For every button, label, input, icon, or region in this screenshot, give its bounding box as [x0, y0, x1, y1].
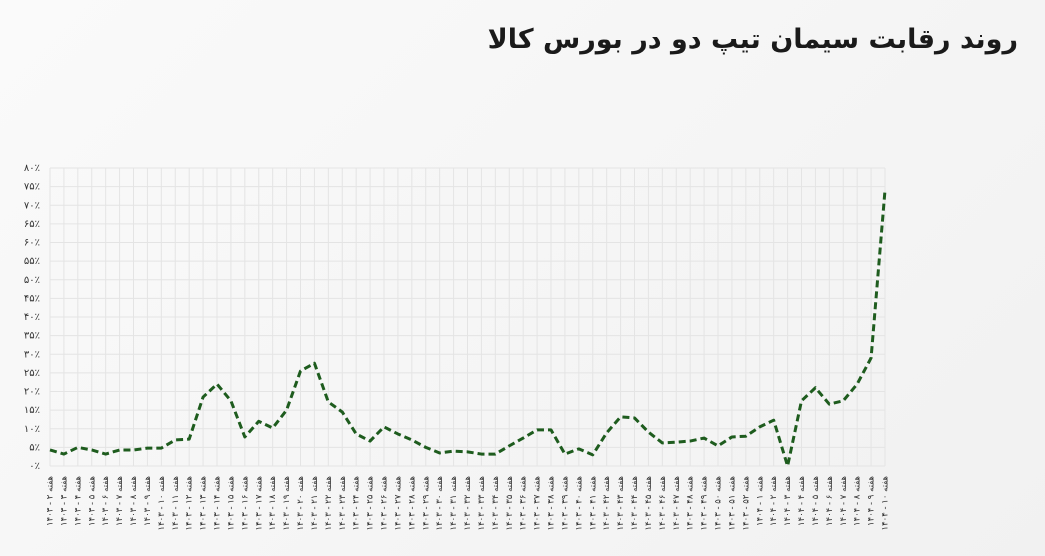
x-tick-label: هفته ۵ - ۱۴۰۳ — [87, 476, 97, 526]
x-tick-label: هفته ۴۴ - ۱۴۰۳ — [630, 476, 640, 531]
y-tick-label: ۱۰٪ — [24, 424, 40, 435]
x-tick-label: هفته ۱۳ - ۱۴۰۳ — [199, 476, 209, 531]
x-tick-label: هفته ۲۷ - ۱۴۰۳ — [393, 476, 403, 531]
y-tick-label: ۱۵٪ — [24, 405, 40, 416]
y-tick-label: ۷۰٪ — [24, 200, 40, 211]
x-tick-label: هفته ۷ - ۱۴۰۴ — [839, 476, 849, 526]
x-tick-label: هفته ۱۰ - ۱۴۰۴ — [881, 476, 891, 531]
x-tick-label: هفته ۲۲ - ۱۴۰۳ — [324, 476, 334, 531]
x-tick-label: هفته ۴۵ - ۱۴۰۳ — [644, 476, 654, 531]
x-tick-label: هفته ۱۱ - ۱۴۰۳ — [171, 476, 181, 531]
x-tick-label: هفته ۳۳ - ۱۴۰۳ — [477, 476, 487, 531]
x-tick-label: هفته ۱۸ - ۱۴۰۳ — [268, 476, 278, 531]
x-tick-label: هفته ۳۵ - ۱۴۰۳ — [505, 476, 515, 531]
grid — [49, 167, 886, 467]
y-tick-label: ۳۵٪ — [24, 331, 40, 342]
y-tick-label: ۲۵٪ — [24, 368, 40, 379]
x-tick-label: هفته ۴ - ۱۴۰۴ — [797, 476, 807, 526]
x-tick-label: هفته ۴۶ - ۱۴۰۳ — [658, 476, 668, 531]
x-tick-label: هفته ۴۰ - ۱۴۰۳ — [574, 476, 584, 531]
y-tick-label: ۸۰٪ — [24, 163, 40, 174]
x-tick-label: هفته ۵۱ - ۱۴۰۳ — [727, 476, 737, 531]
y-tick-label: ۵۵٪ — [24, 256, 40, 267]
x-tick-label: هفته ۲۰ - ۱۴۰۳ — [296, 476, 306, 531]
x-tick-label: هفته ۴۸ - ۱۴۰۳ — [686, 476, 696, 531]
x-tick-label: هفته ۹ - ۱۴۰۴ — [867, 476, 877, 526]
y-tick-label: ۵۰٪ — [24, 275, 40, 286]
y-tick-label: ۲۰٪ — [24, 387, 40, 398]
x-tick-label: هفته ۱۰ - ۱۴۰۳ — [157, 476, 167, 531]
x-tick-label: هفته ۸ - ۱۴۰۴ — [853, 476, 863, 526]
x-tick-label: هفته ۳ - ۱۴۰۴ — [783, 476, 793, 526]
x-tick-label: هفته ۲۸ - ۱۴۰۳ — [407, 476, 417, 531]
x-tick-label: هفته ۱۵ - ۱۴۰۳ — [226, 476, 236, 531]
x-tick-label: هفته ۲۳ - ۱۴۰۳ — [338, 476, 348, 531]
y-tick-label: ۰٪ — [29, 461, 40, 472]
x-tick-label: هفته ۵ - ۱۴۰۴ — [811, 476, 821, 526]
x-tick-label: هفته ۲۹ - ۱۴۰۳ — [421, 476, 431, 531]
x-tick-label: هفته ۳۸ - ۱۴۰۳ — [547, 476, 557, 531]
x-tick-label: هفته ۵۰ - ۱۴۰۳ — [714, 476, 724, 531]
x-tick-label: هفته ۳۰ - ۱۴۰۳ — [435, 476, 445, 531]
x-tick-label: هفته ۶ - ۱۴۰۳ — [101, 476, 111, 526]
y-tick-label: ۶۰٪ — [24, 238, 40, 249]
x-tick-label: هفته ۴۲ - ۱۴۰۳ — [602, 476, 612, 531]
x-tick-label: هفته ۴۱ - ۱۴۰۳ — [588, 476, 598, 531]
x-tick-label: هفته ۸ - ۱۴۰۳ — [129, 476, 139, 526]
x-tick-label: هفته ۲۱ - ۱۴۰۳ — [310, 476, 320, 531]
x-tick-label: هفته ۳۶ - ۱۴۰۳ — [519, 476, 529, 531]
x-tick-label: هفته ۱۲ - ۱۴۰۳ — [185, 476, 195, 531]
x-tick-label: هفته ۴۷ - ۱۴۰۳ — [672, 476, 682, 531]
y-tick-label: ۴۵٪ — [24, 293, 40, 304]
x-tick-label: هفته ۲۴ - ۱۴۰۳ — [352, 476, 362, 531]
x-tick-label: هفته ۳۴ - ۱۴۰۳ — [491, 476, 501, 531]
x-tick-label: هفته ۱۴ - ۱۴۰۳ — [213, 476, 223, 531]
x-tick-label: هفته ۱ - ۱۴۰۴ — [755, 476, 765, 526]
y-tick-label: ۴۰٪ — [24, 312, 40, 323]
x-tick-label: هفته ۴۳ - ۱۴۰۳ — [616, 476, 626, 531]
x-tick-label: هفته ۳۹ - ۱۴۰۳ — [560, 476, 570, 531]
x-tick-label: هفته ۱۹ - ۱۴۰۳ — [282, 476, 292, 531]
x-tick-label: هفته ۱۶ - ۱۴۰۳ — [240, 476, 250, 531]
x-tick-label: هفته ۵۲ - ۱۴۰۳ — [741, 476, 751, 531]
x-tick-label: هفته ۳ - ۱۴۰۳ — [59, 476, 69, 526]
x-tick-label: هفته ۲۵ - ۱۴۰۳ — [366, 476, 376, 531]
data-line — [49, 190, 887, 468]
x-tick-label: هفته ۴ - ۱۴۰۳ — [73, 476, 83, 526]
y-tick-label: ۷۵٪ — [24, 182, 40, 193]
x-tick-label: هفته ۱۷ - ۱۴۰۳ — [254, 476, 264, 531]
x-tick-label: هفته ۳۱ - ۱۴۰۳ — [449, 476, 459, 531]
x-tick-label: هفته ۹ - ۱۴۰۳ — [143, 476, 153, 526]
chart-title: روند رقابت سیمان تیپ دو در بورس کالا — [488, 24, 1018, 55]
x-tick-label: هفته ۴۹ - ۱۴۰۳ — [700, 476, 710, 531]
x-tick-label: هفته ۳۲ - ۱۴۰۳ — [463, 476, 473, 531]
x-tick-label: هفته ۲۶ - ۱۴۰۳ — [380, 476, 390, 531]
x-tick-label: هفته ۲ - ۱۴۰۳ — [46, 476, 56, 526]
x-tick-label: هفته ۶ - ۱۴۰۴ — [825, 476, 835, 526]
y-tick-label: ۵٪ — [29, 442, 40, 453]
y-tick-label: ۳۰٪ — [24, 349, 40, 360]
x-tick-label: هفته ۷ - ۱۴۰۳ — [115, 476, 125, 526]
x-tick-label: هفته ۲ - ۱۴۰۴ — [769, 476, 779, 526]
x-tick-label: هفته ۳۷ - ۱۴۰۳ — [533, 476, 543, 531]
y-tick-label: ۶۵٪ — [24, 219, 40, 230]
